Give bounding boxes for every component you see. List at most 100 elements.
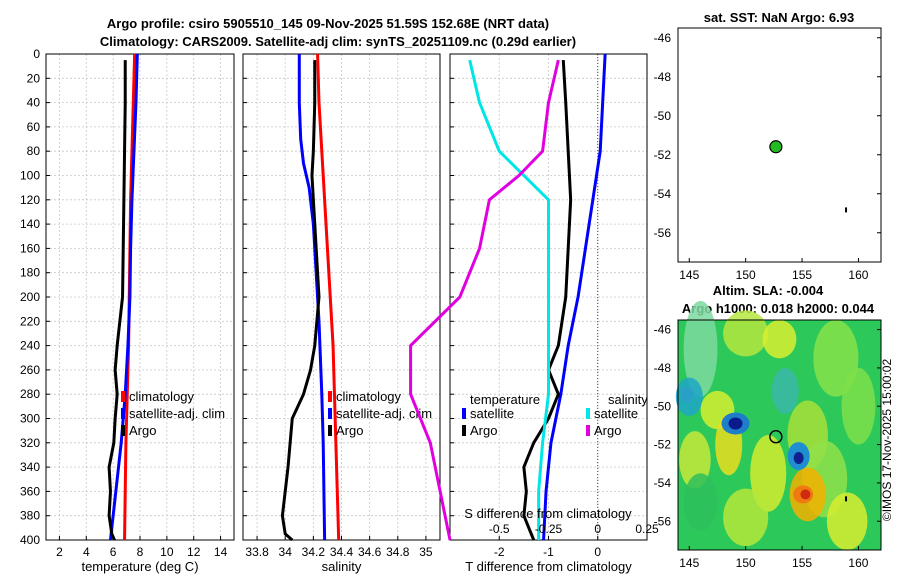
depth-tick-label: 300 xyxy=(20,412,40,426)
sla-low-patch xyxy=(681,386,694,403)
depth-tick-label: 200 xyxy=(20,290,40,304)
figure-title-line2: Climatology: CARS2009. Satellite-adj cli… xyxy=(100,34,576,49)
sla-field-patch xyxy=(841,367,876,445)
legend-label: satellite-adj. clim xyxy=(336,406,432,421)
series-line-s-argo xyxy=(409,59,560,541)
sla-high-core xyxy=(800,489,811,500)
depth-tick-label: 80 xyxy=(27,144,41,158)
sla-map: 145 150 155 160 -46 -48 -50 -52 -54 -56 xyxy=(654,300,882,570)
x-tick-label: 6 xyxy=(110,545,117,559)
x2-axis-label: S difference from climatology xyxy=(464,506,632,521)
depth-tick-label: 320 xyxy=(20,436,40,450)
lon-tick-label: 150 xyxy=(736,556,756,570)
x-tick-label: 34 xyxy=(279,545,293,559)
legend-swatch xyxy=(328,425,332,436)
legend-label: satellite xyxy=(470,406,514,421)
x-tick-label: 14 xyxy=(214,545,228,559)
legend-label: salinity xyxy=(608,392,648,407)
legend-label: Argo xyxy=(336,423,363,438)
lat-tick-label: -54 xyxy=(654,476,672,490)
sla-low-core xyxy=(793,452,804,464)
depth-tick-label: 260 xyxy=(20,363,40,377)
series-line-argo xyxy=(107,60,127,541)
sst-map: 145 150 155 160 -46 -48 -50 -52 -54 -56 xyxy=(654,27,882,282)
lat-tick-label: -46 xyxy=(654,323,672,337)
x2-tick-label: 0 xyxy=(594,522,601,536)
lat-tick-label: -46 xyxy=(654,31,672,45)
sla-field-patch xyxy=(723,488,769,547)
legend-swatch xyxy=(586,408,590,419)
legend-swatch xyxy=(121,408,125,419)
lat-tick-label: -50 xyxy=(654,399,672,413)
sla-field-patch xyxy=(826,492,868,550)
sla-field-patch xyxy=(762,320,797,359)
legend-label: climatology xyxy=(336,389,402,404)
imos-credit: ©IMOS 17-Nov-2025 15:00:02 xyxy=(880,359,894,522)
lon-tick-label: 155 xyxy=(792,556,812,570)
lon-tick-label: 145 xyxy=(679,268,699,282)
panel-temperature: 0 20 40 60 80 100 120 140 160 180 200 220 240 260 280 3… xyxy=(20,47,235,574)
legend-label: Argo xyxy=(129,423,156,438)
legend-swatch xyxy=(586,425,590,436)
legend-swatch xyxy=(462,408,466,419)
depth-tick-label: 360 xyxy=(20,484,40,498)
depth-tick-label: 400 xyxy=(20,533,40,547)
lat-tick-label: -50 xyxy=(654,109,672,123)
x2-tick-label: -0.5 xyxy=(489,522,510,536)
sla-map-title-2: Argo h1000: 0.018 h2000: 0.044 xyxy=(682,301,875,316)
lon-tick-label: 145 xyxy=(679,556,699,570)
x-tick-label: 8 xyxy=(137,545,144,559)
x2-tick-label: 0.25 xyxy=(635,522,659,536)
sla-field-patch xyxy=(683,300,718,397)
lat-tick-label: -56 xyxy=(654,514,672,528)
legend-label: satellite xyxy=(594,406,638,421)
x-axis-label: temperature (deg C) xyxy=(81,559,198,574)
lat-tick-label: -48 xyxy=(654,70,672,84)
legend-swatch xyxy=(462,425,466,436)
x-tick-label: 34.6 xyxy=(358,545,382,559)
panel-difference: -2 -1 0T difference from climatologytemper… xyxy=(409,53,705,574)
legend-swatch xyxy=(328,391,332,402)
depth-tick-label: 100 xyxy=(20,169,40,183)
argo-location-marker xyxy=(769,140,783,154)
x-tick-label: 0 xyxy=(594,545,601,559)
lat-tick-label: -52 xyxy=(654,438,672,452)
x-tick-label: 34.8 xyxy=(386,545,410,559)
sla-field-patch xyxy=(771,367,799,414)
depth-tick-label: 380 xyxy=(20,509,40,523)
depth-tick-label: 220 xyxy=(20,314,40,328)
depth-tick-label: 340 xyxy=(20,460,40,474)
legend-swatch xyxy=(121,391,125,402)
x-tick-label: 35 xyxy=(419,545,433,559)
series-line-t-satellite xyxy=(542,53,607,541)
lon-tick-label: 150 xyxy=(736,268,756,282)
depth-tick-label: 40 xyxy=(27,96,41,110)
lat-tick-label: -48 xyxy=(654,361,672,375)
depth-tick-label: 140 xyxy=(20,217,40,231)
depth-tick-label: 180 xyxy=(20,266,40,280)
x-tick-label: -1 xyxy=(543,545,554,559)
legend-label: satellite-adj. clim xyxy=(129,406,225,421)
lon-tick-label: 160 xyxy=(848,556,868,570)
x-tick-label: 33.8 xyxy=(245,545,269,559)
depth-tick-label: 240 xyxy=(20,339,40,353)
series-line-argo xyxy=(280,60,321,542)
sla-field-patch xyxy=(750,435,787,512)
depth-tick-label: 120 xyxy=(20,193,40,207)
x-axis-label: salinity xyxy=(322,559,362,574)
legend-label: Argo xyxy=(470,423,497,438)
x-axis-label: T difference from climatology xyxy=(465,559,632,574)
x-tick-label: 34.4 xyxy=(330,545,354,559)
legend-swatch xyxy=(121,425,125,436)
lon-tick-label: 155 xyxy=(792,268,812,282)
depth-tick-label: 60 xyxy=(27,120,41,134)
sla-map-title-1: Altim. SLA: -0.004 xyxy=(713,283,824,298)
legend-label: Argo xyxy=(594,423,621,438)
series-line-satellite-adj-clim xyxy=(108,53,139,541)
lon-tick-label: 160 xyxy=(848,268,868,282)
series-line-s-satellite xyxy=(468,59,550,540)
x-tick-label: 4 xyxy=(83,545,90,559)
panel-salinity: 33.8 34 34.2 34.4 34.6 34.8 35 salinity climatol… xyxy=(242,53,441,574)
x-tick-label: 10 xyxy=(160,545,174,559)
